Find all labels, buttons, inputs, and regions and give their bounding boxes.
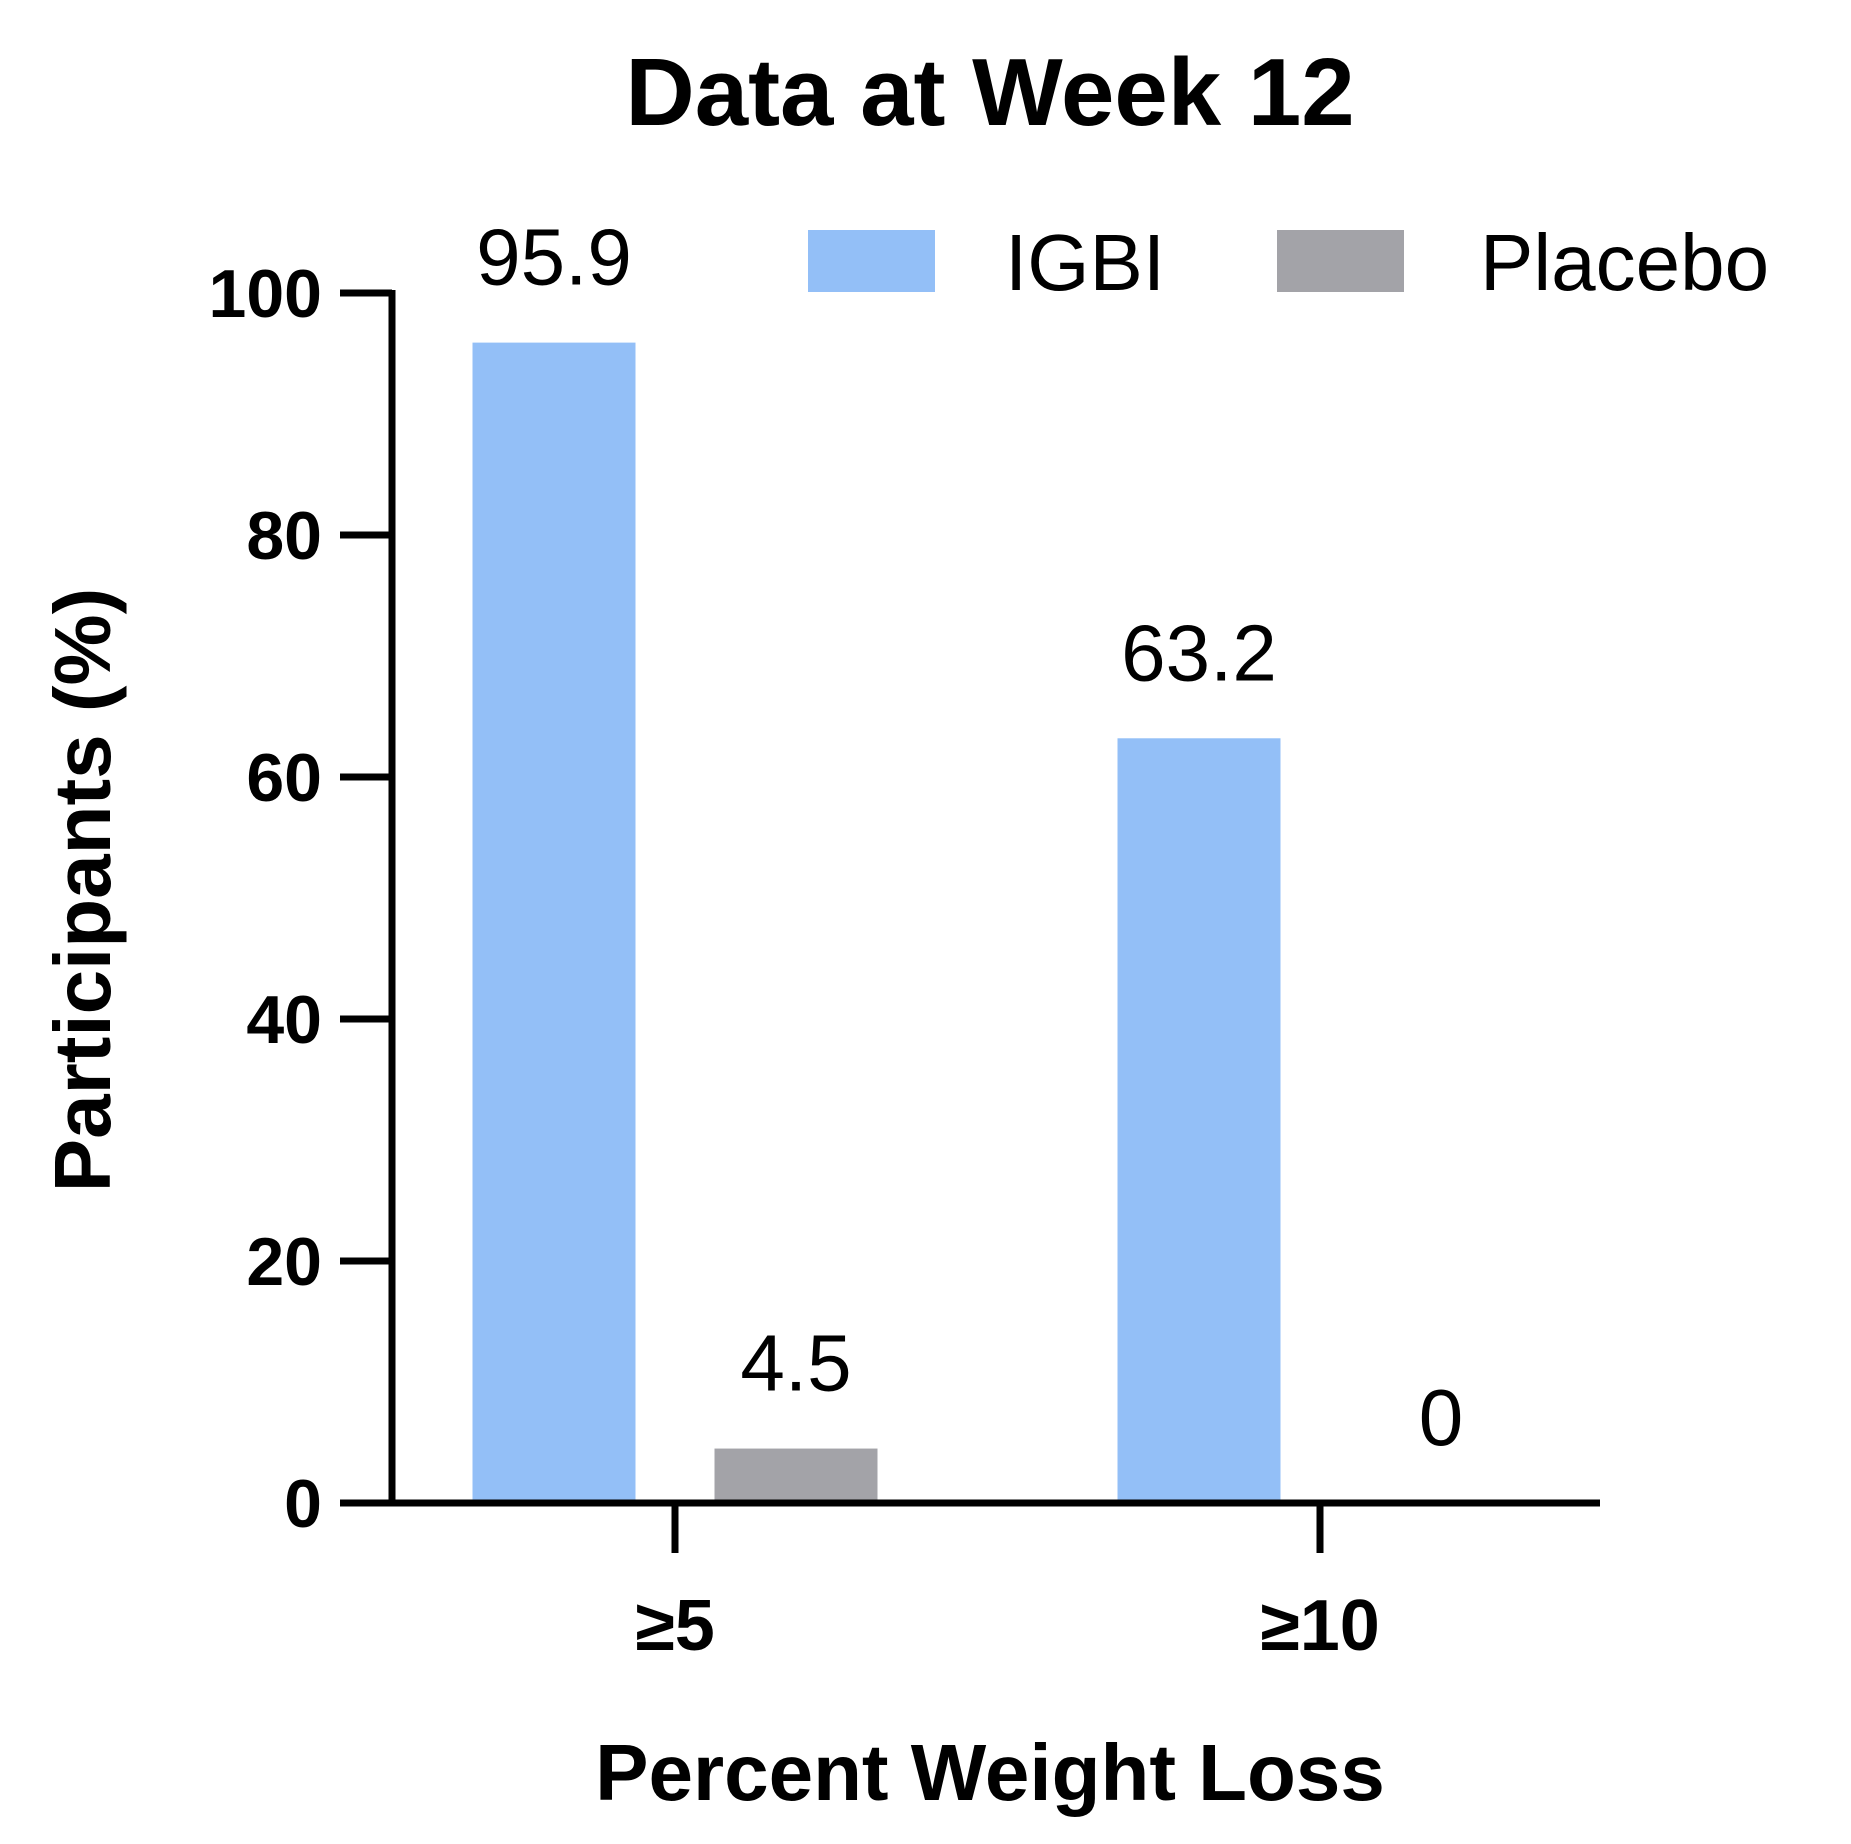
- bar-igbi-2: [1117, 738, 1281, 1503]
- value-label-placebo-2: 0: [1419, 1373, 1464, 1462]
- bars-layer: 95.9 63.2 4.5 0: [472, 213, 1464, 1503]
- bar-placebo-1: [714, 1448, 878, 1503]
- value-label-placebo-1: 4.5: [740, 1319, 851, 1408]
- bar-igbi-1: [472, 342, 636, 1503]
- y-tick-label: 20: [246, 1224, 322, 1300]
- x-tick-label: ≥5: [635, 1586, 715, 1666]
- chart-title: Data at Week 12: [625, 39, 1354, 146]
- legend-label-igbi: IGBI: [1005, 218, 1165, 307]
- y-tick-label: 0: [284, 1466, 322, 1542]
- x-axis-label: Percent Weight Loss: [595, 1728, 1385, 1817]
- x-tick-label: ≥10: [1260, 1586, 1380, 1666]
- legend-swatch-igbi: [808, 230, 935, 292]
- y-tick-label: 80: [246, 498, 322, 574]
- y-tick-label: 40: [246, 982, 322, 1058]
- legend-label-placebo: Placebo: [1480, 218, 1769, 307]
- y-tick-label: 100: [209, 256, 322, 332]
- y-axis-label: Participants (%): [38, 588, 127, 1193]
- y-tick-label: 60: [246, 740, 322, 816]
- legend-swatch-placebo: [1277, 230, 1404, 292]
- value-label-igbi-2: 63.2: [1121, 608, 1277, 697]
- legend: IGBI Placebo: [808, 218, 1769, 307]
- axes-layer: 0 20 40 60 80 100 ≥5 ≥10: [209, 256, 1600, 1666]
- value-label-igbi-1: 95.9: [476, 213, 632, 302]
